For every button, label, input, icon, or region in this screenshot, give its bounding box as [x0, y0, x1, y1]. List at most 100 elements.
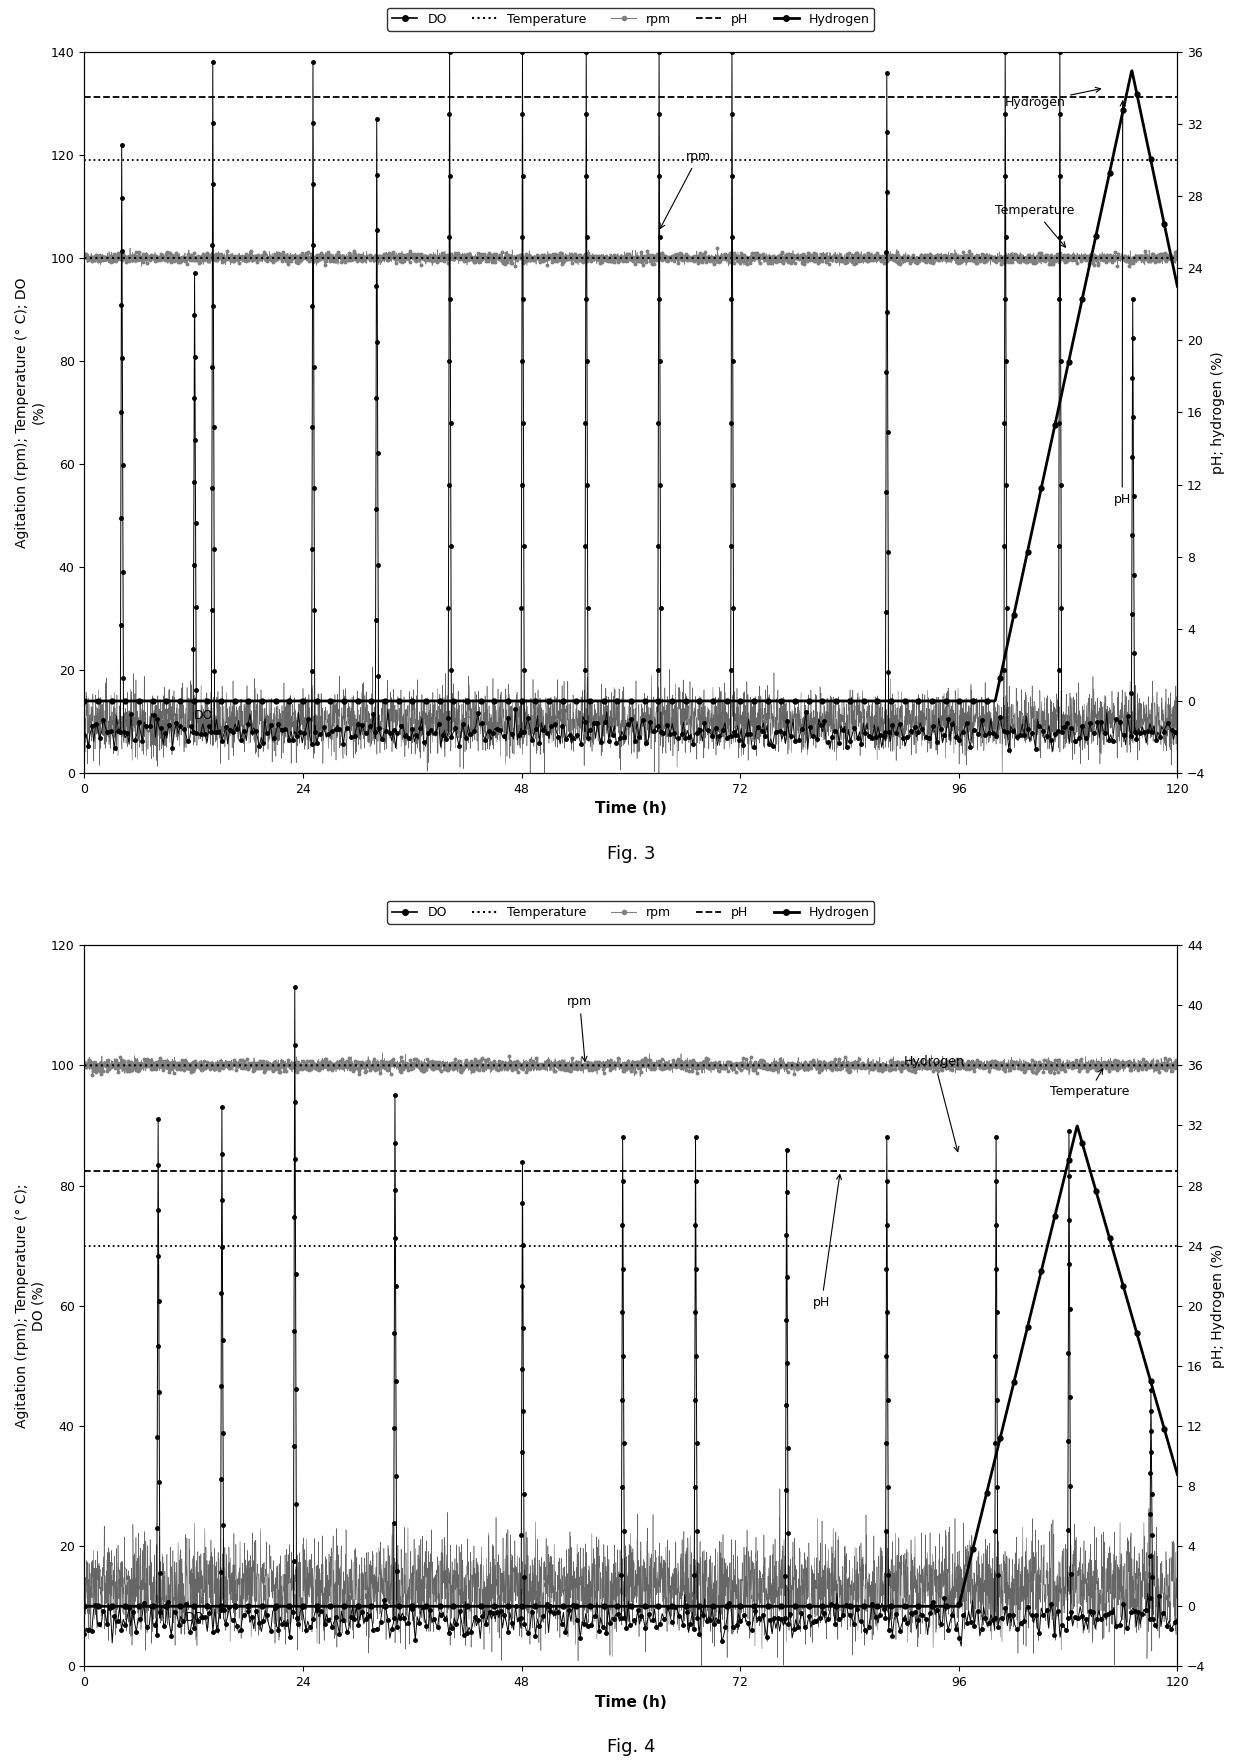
DO — [1045, 741, 1060, 763]
pH — [86, 1160, 100, 1182]
DO — [689, 1608, 704, 1629]
DO — [532, 733, 547, 754]
rpm — [134, 255, 149, 276]
DO — [77, 724, 92, 745]
Text: pH: pH — [813, 1175, 842, 1308]
Line: rpm: rpm — [83, 1051, 1178, 1078]
Hydrogen — [1138, 125, 1153, 146]
Text: DO: DO — [185, 1611, 205, 1624]
X-axis label: Time (h): Time (h) — [595, 1694, 667, 1710]
Temperature — [1169, 1055, 1184, 1076]
Text: Hydrogen: Hydrogen — [1004, 88, 1101, 109]
Temperature — [275, 247, 290, 268]
DO — [329, 1606, 343, 1627]
rpm — [1169, 1053, 1184, 1074]
pH — [86, 86, 100, 107]
Text: Temperature: Temperature — [1050, 1069, 1130, 1099]
Text: DO: DO — [193, 710, 213, 722]
DO — [491, 1608, 506, 1629]
Temperature — [787, 1055, 802, 1076]
rpm — [275, 241, 290, 262]
DO — [987, 1564, 1002, 1585]
X-axis label: Time (h): Time (h) — [595, 801, 667, 817]
rpm — [632, 1065, 647, 1087]
Y-axis label: Agitation (rpm); Temperature (° C); DO
(%): Agitation (rpm); Temperature (° C); DO (… — [15, 276, 45, 548]
rpm — [789, 245, 804, 266]
Hydrogen — [579, 690, 594, 711]
Line: Hydrogen: Hydrogen — [82, 1124, 1179, 1610]
Text: Fig. 4: Fig. 4 — [606, 1738, 655, 1756]
Hydrogen — [937, 1595, 952, 1617]
Hydrogen — [133, 1595, 148, 1617]
DO — [533, 1611, 548, 1632]
Line: rpm: rpm — [83, 247, 1178, 268]
Temperature — [275, 1055, 290, 1076]
Text: Fig. 3: Fig. 3 — [606, 845, 655, 863]
Temperature — [733, 247, 748, 268]
Temperature — [77, 1055, 92, 1076]
Temperature — [893, 1055, 908, 1076]
DO — [1125, 486, 1140, 507]
DO — [303, 726, 317, 747]
DO — [878, 481, 893, 502]
Y-axis label: pH; Hydrogen (%): pH; Hydrogen (%) — [1211, 1243, 1225, 1368]
Hydrogen — [77, 690, 92, 711]
DO — [1169, 726, 1184, 747]
Temperature — [1169, 247, 1184, 268]
DO — [954, 1636, 968, 1657]
DO — [115, 347, 130, 368]
Hydrogen — [133, 690, 148, 711]
DO — [443, 41, 458, 62]
Temperature — [495, 1055, 510, 1076]
pH — [77, 1160, 92, 1182]
Temperature — [893, 247, 908, 268]
rpm — [893, 1057, 908, 1078]
Temperature — [787, 247, 802, 268]
DO — [288, 977, 303, 998]
rpm — [893, 252, 908, 273]
DO — [77, 1624, 92, 1645]
rpm — [976, 243, 991, 264]
Temperature — [733, 1055, 748, 1076]
Hydrogen — [1125, 60, 1140, 81]
Text: rpm: rpm — [660, 150, 711, 229]
Hydrogen — [1169, 276, 1184, 298]
rpm — [733, 1053, 748, 1074]
DO — [134, 1608, 149, 1629]
rpm — [77, 247, 92, 268]
rpm — [733, 252, 748, 273]
Text: Temperature: Temperature — [996, 204, 1075, 247]
Hydrogen — [77, 1595, 92, 1617]
Text: Hydrogen: Hydrogen — [904, 1055, 965, 1152]
Legend: DO, Temperature, rpm, pH, Hydrogen: DO, Temperature, rpm, pH, Hydrogen — [387, 7, 874, 30]
Temperature — [77, 247, 92, 268]
Line: DO: DO — [83, 986, 1179, 1648]
rpm — [495, 1051, 510, 1072]
Hydrogen — [1138, 1354, 1153, 1375]
rpm — [789, 1055, 804, 1076]
rpm — [709, 238, 724, 259]
Hydrogen — [1138, 127, 1153, 148]
Hydrogen — [579, 1595, 594, 1617]
rpm — [77, 1055, 92, 1076]
Line: Hydrogen: Hydrogen — [82, 69, 1179, 703]
Y-axis label: pH; hydrogen (%): pH; hydrogen (%) — [1211, 350, 1225, 474]
Hydrogen — [1070, 1115, 1085, 1136]
Hydrogen — [1169, 1463, 1184, 1485]
pH — [77, 86, 92, 107]
Temperature — [495, 247, 510, 268]
Hydrogen — [937, 690, 952, 711]
rpm — [1169, 250, 1184, 271]
DO — [1023, 731, 1038, 752]
Text: pH: pH — [1114, 100, 1131, 505]
Temperature — [976, 1055, 991, 1076]
Line: DO: DO — [83, 49, 1179, 754]
Text: rpm: rpm — [567, 995, 593, 1062]
Hydrogen — [1138, 1356, 1153, 1377]
Legend: DO, Temperature, rpm, pH, Hydrogen: DO, Temperature, rpm, pH, Hydrogen — [387, 902, 874, 925]
rpm — [495, 241, 510, 262]
Y-axis label: Agitation (rpm); Temperature (° C);
DO (%): Agitation (rpm); Temperature (° C); DO (… — [15, 1183, 45, 1428]
DO — [1169, 1608, 1184, 1629]
Hydrogen — [609, 1595, 624, 1617]
rpm — [376, 1043, 391, 1064]
